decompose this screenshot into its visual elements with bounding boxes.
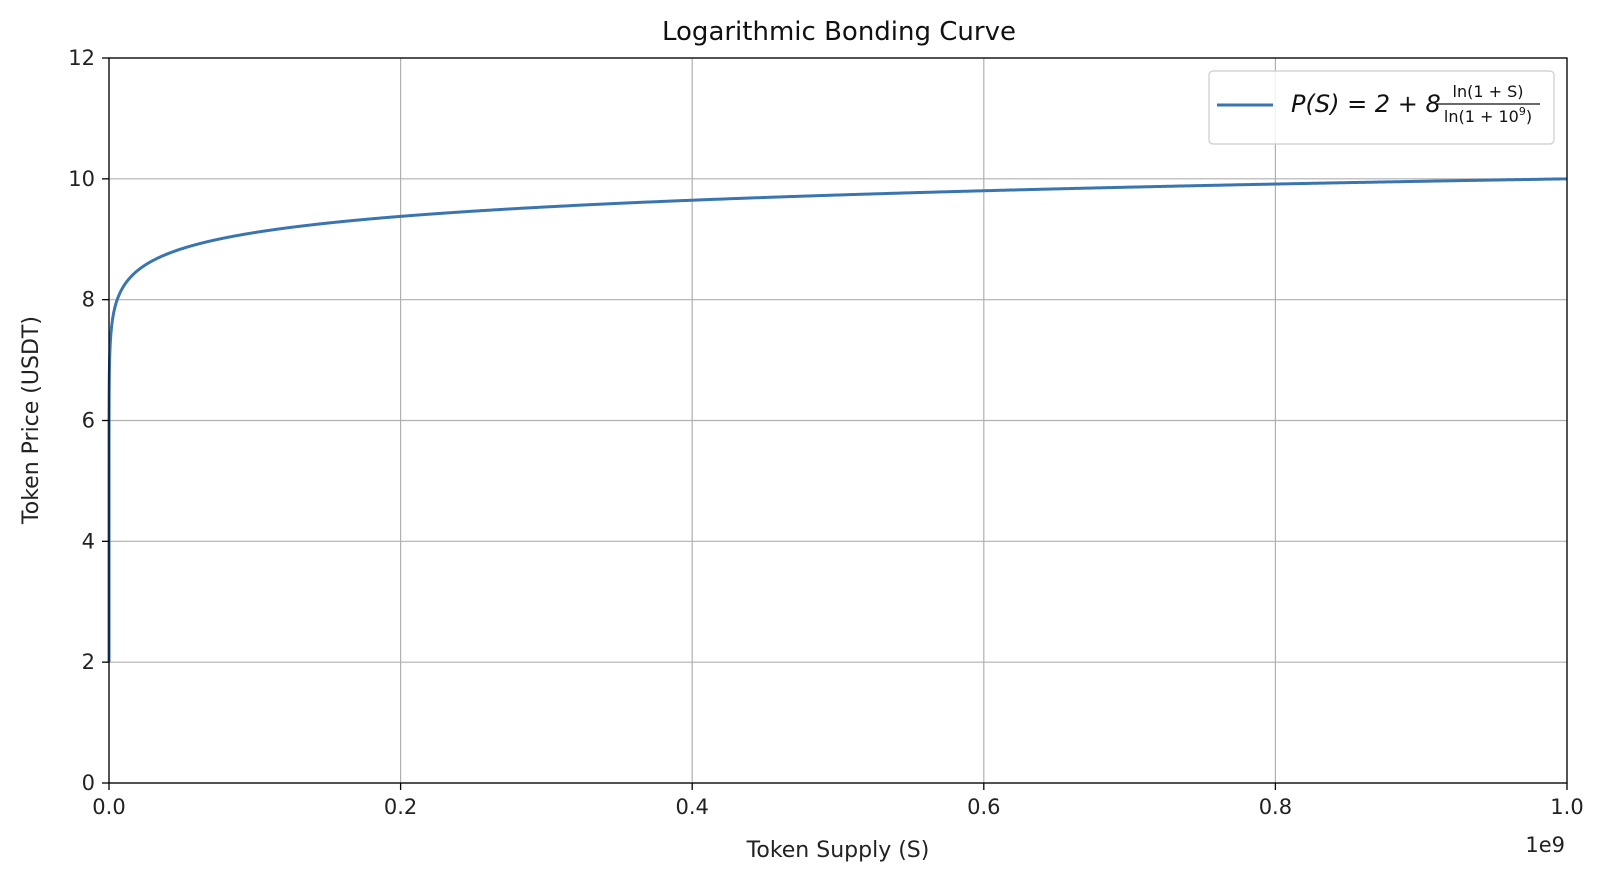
x-tick-label-3: 0.6 <box>967 795 1000 819</box>
x-offset-label: 1e9 <box>1525 833 1565 857</box>
y-tick-label-3: 6 <box>82 409 95 433</box>
legend: P(S) = 2 + 8 ln(1 + S) ln(1 + 109) <box>1208 70 1555 145</box>
curve-layer <box>109 179 1567 662</box>
y-tick-label-2: 4 <box>82 529 95 553</box>
x-axis-title: Token Supply (S) <box>746 838 930 863</box>
x-tick-label-4: 0.8 <box>1259 795 1292 819</box>
legend-denominator: ln(1 + 109) <box>1444 105 1532 126</box>
chart-title: Logarithmic Bonding Curve <box>662 17 1016 47</box>
x-tick-label-5: 1.0 <box>1550 795 1583 819</box>
y-tick-label-1: 2 <box>82 650 95 674</box>
y-tick-label-6: 12 <box>68 46 95 70</box>
axis-ticks: 0.0 0.2 0.4 0.6 0.8 1.0 0 2 4 6 8 10 12 <box>68 46 1583 819</box>
x-tick-label-1: 0.2 <box>384 795 417 819</box>
y-tick-label-0: 0 <box>82 771 95 795</box>
legend-box <box>1208 70 1555 145</box>
y-tick-label-4: 8 <box>82 288 95 312</box>
y-tick-label-5: 10 <box>68 167 95 191</box>
x-tick-label-0: 0.0 <box>92 795 125 819</box>
y-axis-title: Token Price (USDT) <box>19 316 44 525</box>
legend-lhs-label: P(S) = 2 + 8 <box>1291 90 1441 118</box>
series-line-bonding-curve <box>109 179 1567 662</box>
legend-numerator: ln(1 + S) <box>1453 82 1524 101</box>
x-tick-label-2: 0.4 <box>675 795 708 819</box>
